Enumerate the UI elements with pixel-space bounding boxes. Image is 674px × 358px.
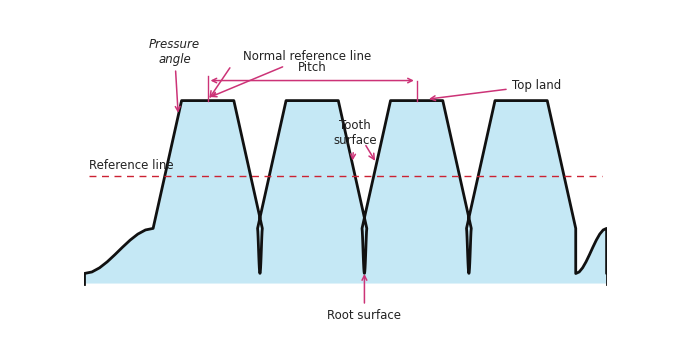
Text: Tooth
surface: Tooth surface	[333, 119, 377, 159]
Text: Top land: Top land	[431, 79, 561, 101]
Text: Reference line: Reference line	[89, 159, 174, 172]
Text: Pressure
angle: Pressure angle	[149, 38, 200, 111]
Text: Root surface: Root surface	[328, 276, 402, 321]
Text: Pitch: Pitch	[298, 61, 327, 74]
Polygon shape	[84, 101, 607, 284]
Text: Normal reference line: Normal reference line	[212, 50, 371, 97]
